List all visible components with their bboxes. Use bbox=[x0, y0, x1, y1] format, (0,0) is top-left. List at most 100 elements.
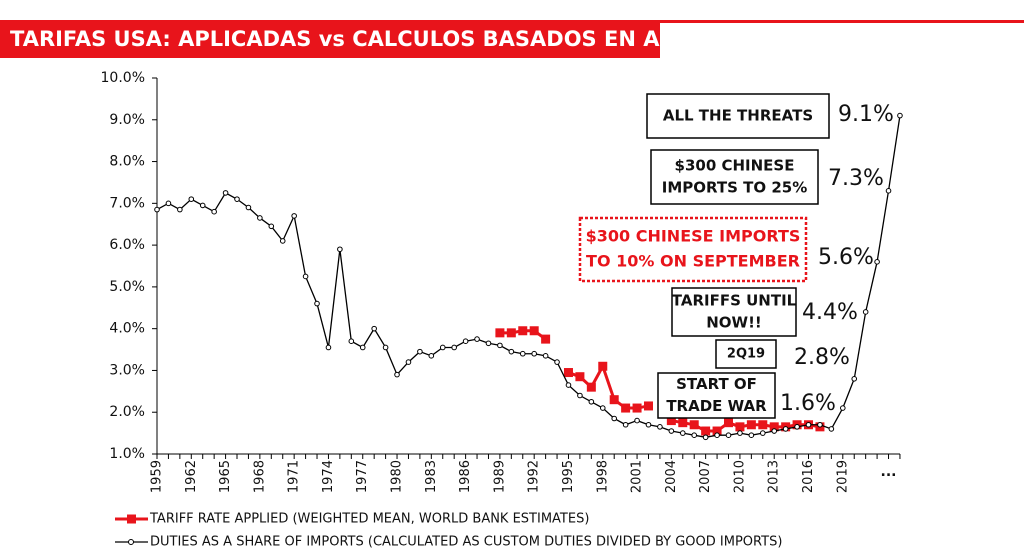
point bbox=[325, 344, 332, 351]
point bbox=[714, 432, 720, 439]
point bbox=[563, 368, 573, 378]
legend-label: TARIFF RATE APPLIED (WEIGHTED MEAN, WORL… bbox=[149, 512, 589, 527]
point bbox=[439, 344, 446, 351]
x-tick-label: 1974 bbox=[321, 460, 336, 493]
point bbox=[851, 376, 858, 382]
point bbox=[746, 420, 756, 430]
annotation-text: 2Q19 bbox=[727, 347, 765, 362]
x-tick-label: 2016 bbox=[801, 460, 816, 493]
x-tick-label: 1995 bbox=[561, 460, 576, 493]
point bbox=[588, 398, 595, 405]
point bbox=[508, 348, 515, 355]
x-tick-label: 1965 bbox=[218, 460, 233, 493]
point bbox=[394, 371, 400, 378]
point bbox=[828, 426, 835, 432]
point bbox=[874, 259, 880, 265]
point bbox=[405, 359, 412, 365]
point bbox=[737, 430, 743, 436]
annotation-text: $300 CHINESE IMPORTS bbox=[586, 227, 801, 246]
point bbox=[643, 401, 653, 411]
y-tick-label: 5.0% bbox=[109, 279, 145, 295]
y-tick-label: 2.0% bbox=[109, 404, 145, 420]
point bbox=[462, 338, 469, 345]
annotation-box bbox=[715, 339, 777, 369]
point bbox=[840, 405, 846, 411]
title-banner bbox=[0, 20, 660, 58]
point bbox=[188, 196, 195, 202]
legend-marker bbox=[127, 514, 136, 524]
point bbox=[668, 428, 675, 434]
point bbox=[771, 428, 778, 434]
annotation-text: START OF bbox=[676, 375, 757, 393]
point bbox=[359, 344, 366, 351]
point bbox=[302, 273, 309, 280]
point bbox=[177, 206, 183, 213]
point bbox=[805, 421, 812, 428]
point bbox=[428, 353, 435, 359]
point bbox=[485, 340, 492, 347]
point bbox=[474, 336, 480, 342]
point bbox=[634, 417, 640, 424]
point bbox=[691, 432, 698, 439]
x-tick-label: 2007 bbox=[698, 460, 713, 493]
point bbox=[622, 421, 629, 428]
value-label: 5.6% bbox=[818, 245, 874, 270]
x-tick-label: 1983 bbox=[424, 460, 439, 493]
point bbox=[769, 422, 779, 432]
point bbox=[735, 422, 745, 432]
point bbox=[348, 338, 355, 345]
value-label: 4.4% bbox=[802, 300, 858, 325]
x-tick-label: 1962 bbox=[184, 460, 199, 493]
y-tick-label: 9.0% bbox=[109, 112, 145, 128]
point bbox=[724, 418, 733, 428]
point bbox=[211, 208, 217, 215]
value-label: 7.3% bbox=[828, 166, 884, 191]
point bbox=[598, 361, 608, 371]
x-tick-label: ... bbox=[881, 464, 897, 480]
annotation-text: $300 CHINESE bbox=[675, 157, 795, 175]
point bbox=[257, 215, 263, 221]
point bbox=[611, 415, 618, 422]
point bbox=[506, 328, 516, 338]
x-tick-label: 1989 bbox=[492, 460, 507, 493]
point bbox=[154, 206, 160, 213]
point bbox=[222, 190, 229, 196]
y-tick-label: 4.0% bbox=[109, 321, 145, 337]
point bbox=[382, 344, 389, 351]
point bbox=[817, 421, 823, 428]
point bbox=[758, 420, 768, 430]
annotation-box bbox=[646, 93, 830, 139]
point bbox=[291, 213, 297, 219]
annotation-text: TARIFFS UNTIL bbox=[672, 292, 797, 310]
point bbox=[541, 334, 551, 344]
point bbox=[495, 328, 505, 338]
y-tick-label: 6.0% bbox=[109, 237, 145, 253]
point bbox=[862, 309, 869, 315]
point bbox=[314, 300, 320, 307]
point bbox=[245, 204, 252, 211]
annotation-box bbox=[650, 149, 819, 205]
point bbox=[268, 223, 275, 230]
x-tick-label: 1998 bbox=[595, 460, 610, 493]
annotation-box bbox=[657, 372, 776, 419]
value-label: 1.6% bbox=[780, 391, 836, 416]
x-tick-label: 1971 bbox=[287, 460, 302, 493]
y-tick-label: 10.0% bbox=[101, 70, 145, 86]
point bbox=[586, 382, 596, 392]
point bbox=[554, 359, 560, 365]
point bbox=[371, 325, 377, 332]
legend-marker bbox=[128, 539, 134, 545]
legend-label: DUTIES AS A SHARE OF IMPORTS (CALCULATED… bbox=[150, 535, 782, 550]
point bbox=[518, 326, 528, 336]
point bbox=[621, 403, 631, 413]
point bbox=[725, 432, 732, 439]
x-tick-label: 2013 bbox=[767, 460, 782, 493]
point bbox=[748, 432, 755, 439]
x-tick-label: 1968 bbox=[252, 460, 267, 493]
point bbox=[657, 424, 663, 430]
y-tick-label: 1.0% bbox=[109, 446, 145, 462]
y-tick-label: 8.0% bbox=[109, 154, 145, 170]
x-tick-label: 2019 bbox=[835, 460, 850, 493]
x-tick-label: 2010 bbox=[732, 460, 747, 493]
point bbox=[542, 353, 549, 359]
